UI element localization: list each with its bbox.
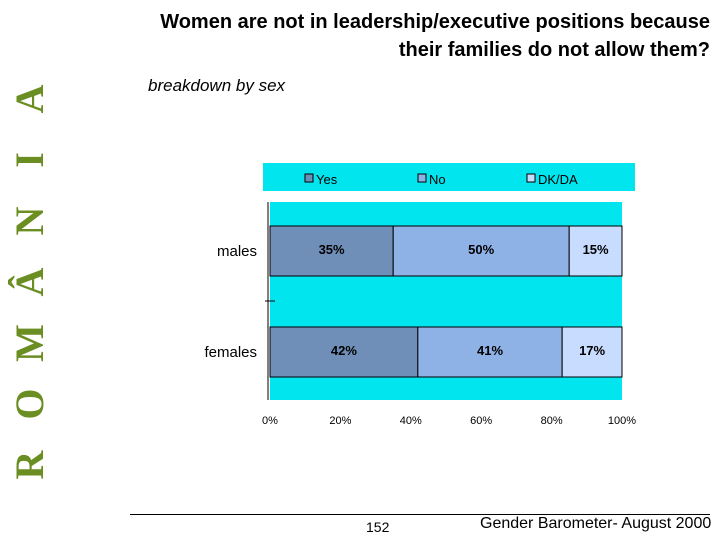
- data-label: 41%: [477, 343, 503, 358]
- data-label: 17%: [579, 343, 605, 358]
- data-label: 50%: [468, 242, 494, 257]
- legend-label: No: [429, 172, 446, 187]
- legend-background: [263, 163, 635, 191]
- legend-swatch: [526, 173, 536, 183]
- x-tick-label: 0%: [262, 415, 278, 427]
- x-tick-label: 80%: [541, 415, 563, 427]
- x-tick-label: 20%: [329, 415, 351, 427]
- x-tick-label: 100%: [608, 415, 636, 427]
- footer-source: Gender Barometer- August 2000: [480, 515, 712, 532]
- category-label: females: [204, 344, 257, 361]
- page-title: Women are not in leadership/executive po…: [90, 8, 710, 64]
- legend-swatch: [304, 173, 314, 183]
- bar-segment: [269, 225, 394, 277]
- data-label: 35%: [319, 242, 345, 257]
- category-label: males: [217, 243, 257, 260]
- title-line-1: Women are not in leadership/executive po…: [160, 11, 710, 33]
- bar-segment: [417, 326, 563, 378]
- bar-segment: [392, 225, 570, 277]
- footer-divider: [130, 514, 710, 515]
- bar-segment: [561, 326, 623, 378]
- legend-label: DK/DA: [538, 172, 578, 187]
- x-tick-label: 60%: [470, 415, 492, 427]
- page-number: 152: [366, 519, 390, 535]
- title-line-2: their families do not allow them?: [398, 39, 710, 61]
- legend-label: Yes: [316, 172, 338, 187]
- legend-swatch: [417, 173, 427, 183]
- data-label: 42%: [331, 343, 357, 358]
- chart-subtitle: breakdown by sex: [148, 76, 286, 95]
- data-label: 15%: [583, 242, 609, 257]
- bar-segment: [269, 326, 419, 378]
- x-tick-label: 40%: [400, 415, 422, 427]
- bar-segment: [568, 225, 623, 277]
